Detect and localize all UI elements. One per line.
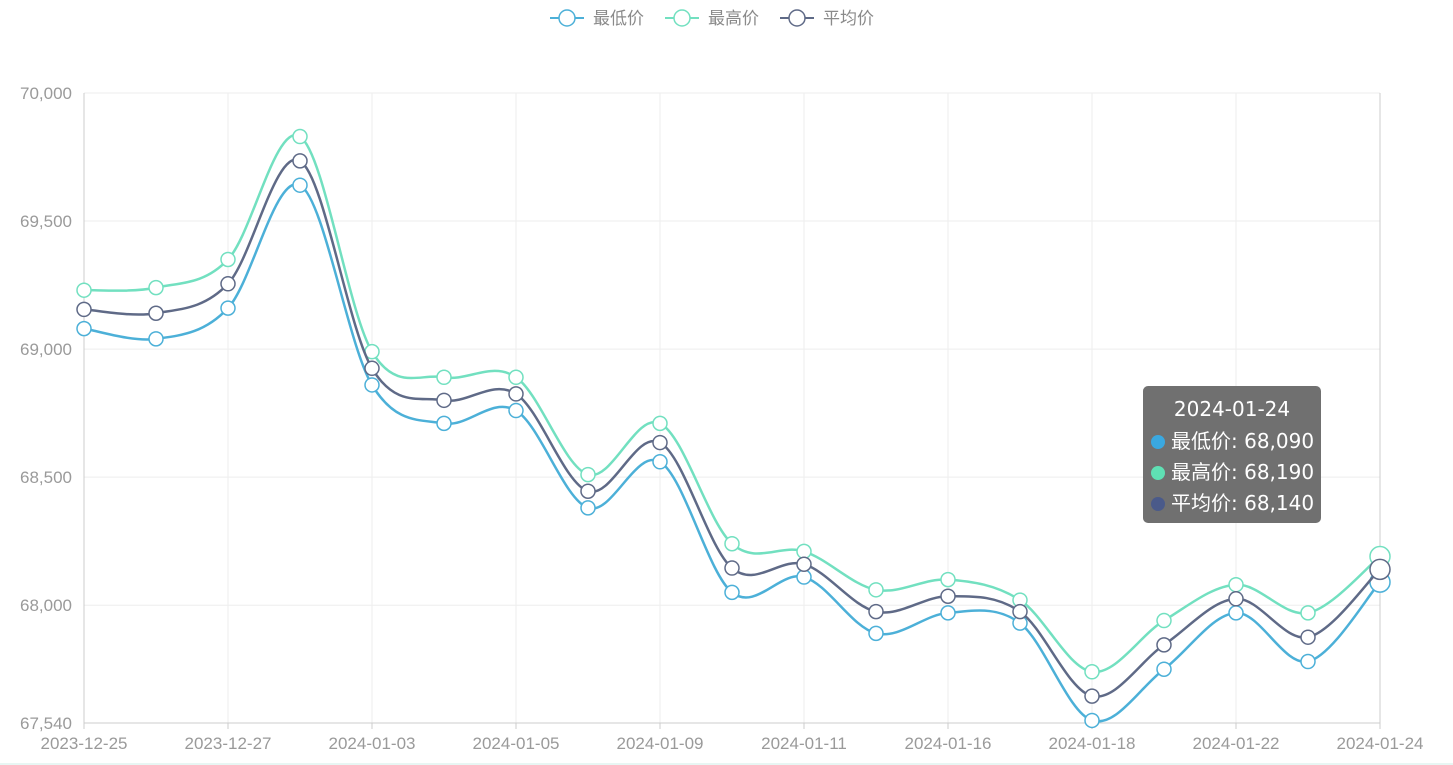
data-point-avg[interactable]: [868, 603, 884, 620]
data-point-low[interactable]: [220, 300, 236, 316]
tooltip-dot-low: [1151, 434, 1165, 449]
data-point-low[interactable]: [652, 454, 668, 470]
x-tick-label: 2024-01-03: [329, 734, 416, 753]
data-point-low[interactable]: [292, 177, 308, 193]
data-point-low[interactable]: [580, 500, 596, 516]
tooltip-dot-avg: [1151, 496, 1165, 511]
data-point-avg[interactable]: [148, 305, 164, 321]
series-layer: [76, 128, 1391, 729]
data-point-avg[interactable]: [1156, 637, 1172, 653]
y-tick-label: 68,000: [20, 596, 72, 615]
data-point-high[interactable]: [580, 466, 596, 483]
data-point-high[interactable]: [1300, 605, 1316, 621]
data-point-avg[interactable]: [364, 360, 380, 377]
data-point-high[interactable]: [436, 369, 452, 386]
tooltip: 2024-01-24 最低价: 68,090 最高价: 68,190 平均价: …: [1143, 386, 1321, 523]
y-tick-label: 68,500: [20, 468, 72, 487]
data-point-avg[interactable]: [580, 483, 596, 499]
data-point-high[interactable]: [508, 369, 524, 386]
x-tick-label: 2024-01-24: [1337, 734, 1424, 753]
data-point-avg[interactable]: [1369, 558, 1391, 581]
tooltip-row-low: 最低价: 68,090: [1151, 426, 1315, 457]
data-point-high[interactable]: [652, 415, 668, 432]
data-point-high[interactable]: [1228, 576, 1244, 593]
legend[interactable]: 最低价 最高价 平均价: [550, 9, 874, 29]
tooltip-row-high: 最高价: 68,190: [1151, 457, 1315, 488]
y-tick-label: 69,500: [20, 212, 72, 231]
tooltip-label-high: 最高价: 68,190: [1171, 460, 1315, 484]
legend-label-avg: 平均价: [823, 9, 874, 29]
data-point-high[interactable]: [220, 251, 236, 268]
x-tick-label: 2023-12-25: [41, 734, 128, 753]
tooltip-dot-high: [1151, 465, 1165, 480]
x-tick-label: 2024-01-09: [617, 734, 704, 753]
data-point-low[interactable]: [724, 584, 740, 601]
data-point-avg[interactable]: [940, 588, 956, 604]
data-point-high[interactable]: [148, 279, 164, 296]
data-point-avg[interactable]: [652, 434, 668, 451]
legend-item-high[interactable]: 最高价: [665, 9, 759, 29]
data-point-high[interactable]: [1156, 612, 1172, 629]
data-point-low[interactable]: [76, 320, 92, 337]
data-point-low[interactable]: [148, 331, 164, 347]
data-point-high[interactable]: [724, 535, 740, 552]
data-point-avg[interactable]: [796, 556, 812, 572]
data-point-low[interactable]: [1156, 661, 1172, 677]
legend-label-high: 最高价: [708, 9, 759, 29]
legend-marker-avg: [788, 9, 806, 27]
data-point-low[interactable]: [1084, 712, 1100, 729]
x-tick-label: 2024-01-16: [905, 734, 992, 753]
y-tick-label: 69,000: [20, 340, 72, 359]
legend-label-low: 最低价: [593, 9, 644, 29]
bottom-border: [0, 763, 1453, 765]
tooltip-label-avg: 平均价: 68,140: [1171, 491, 1315, 515]
x-tick-label: 2023-12-27: [185, 734, 272, 753]
data-point-avg[interactable]: [508, 386, 524, 402]
data-point-avg[interactable]: [220, 276, 236, 292]
data-point-low[interactable]: [796, 569, 812, 585]
tooltip-label-low: 最低价: 68,090: [1171, 429, 1315, 453]
data-point-low[interactable]: [1300, 653, 1316, 670]
data-point-avg[interactable]: [1228, 591, 1244, 607]
data-point-low[interactable]: [364, 377, 380, 393]
data-point-avg[interactable]: [724, 560, 740, 576]
data-point-low[interactable]: [436, 415, 452, 432]
x-tick-label: 2024-01-22: [1193, 734, 1280, 753]
data-point-avg[interactable]: [1300, 629, 1316, 645]
x-tick-label: 2024-01-11: [761, 734, 847, 753]
data-point-avg[interactable]: [1012, 603, 1028, 620]
tooltip-title: 2024-01-24: [1173, 397, 1291, 421]
x-tick-label: 2024-01-05: [473, 734, 560, 753]
y-tick-label: 70,000: [20, 84, 72, 103]
data-point-high[interactable]: [796, 543, 812, 560]
data-point-high[interactable]: [868, 582, 884, 598]
data-point-low[interactable]: [940, 605, 956, 621]
y-tick-label: 67,540: [20, 714, 72, 733]
data-point-low[interactable]: [868, 625, 884, 642]
legend-item-avg[interactable]: 平均价: [780, 9, 874, 29]
data-point-avg[interactable]: [292, 153, 308, 169]
axis-layer: 70,00069,50069,00068,50068,00067,5402023…: [20, 84, 1423, 753]
legend-item-low[interactable]: 最低价: [550, 9, 644, 29]
data-point-high[interactable]: [1084, 664, 1100, 680]
data-point-high[interactable]: [292, 128, 308, 145]
legend-marker-low: [558, 9, 576, 27]
data-point-high[interactable]: [940, 571, 956, 588]
data-point-low[interactable]: [508, 402, 524, 419]
data-point-high[interactable]: [76, 282, 92, 298]
tooltip-row-avg: 平均价: 68,140: [1151, 488, 1315, 519]
data-point-avg[interactable]: [76, 301, 92, 318]
data-point-avg[interactable]: [436, 392, 452, 409]
data-point-avg[interactable]: [1084, 688, 1100, 704]
x-tick-label: 2024-01-18: [1049, 734, 1136, 753]
data-point-low[interactable]: [1228, 605, 1244, 621]
legend-marker-high: [673, 9, 691, 27]
